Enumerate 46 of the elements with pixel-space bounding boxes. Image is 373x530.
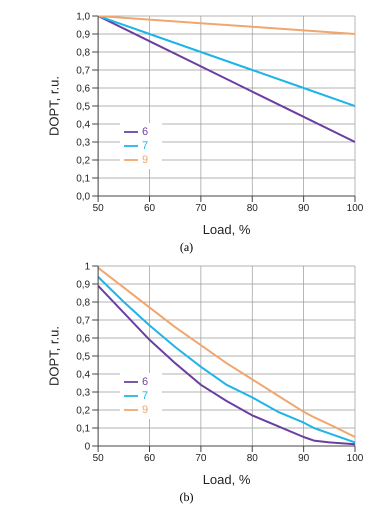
y-tick-label: 0,5 bbox=[76, 352, 91, 363]
text: (b) bbox=[178, 490, 194, 506]
x-tick-label: 70 bbox=[195, 203, 207, 214]
y-axis-title: DOPT, r.u. bbox=[46, 76, 62, 136]
legend-label: 9 bbox=[142, 404, 148, 416]
x-tick-label: 70 bbox=[195, 453, 207, 464]
y-tick-label: 0,8 bbox=[76, 298, 91, 309]
y-tick-label: 0,6 bbox=[76, 84, 91, 95]
x-tick-label: 100 bbox=[346, 453, 364, 464]
y-tick-label: 0,5 bbox=[76, 102, 91, 113]
x-tick-label: 80 bbox=[246, 203, 258, 214]
y-tick-label: 0,8 bbox=[76, 48, 91, 59]
y-tick-label: 0,9 bbox=[76, 30, 91, 41]
y-tick-label: 0,1 bbox=[76, 424, 91, 435]
x-tick-label: 100 bbox=[346, 203, 364, 214]
x-tick-label: 90 bbox=[298, 203, 310, 214]
legend-label: 7 bbox=[142, 390, 148, 402]
y-tick-label: 0,3 bbox=[76, 138, 91, 149]
y-tick-label: 0,7 bbox=[76, 66, 91, 77]
legend-label: 6 bbox=[142, 376, 148, 388]
x-tick-label: 60 bbox=[144, 453, 156, 464]
text: (a) bbox=[178, 240, 194, 256]
y-tick-label: 0,2 bbox=[76, 406, 91, 417]
y-tick-label: 0,7 bbox=[76, 316, 91, 327]
x-tick-label: 90 bbox=[298, 453, 310, 464]
y-tick-label: 1 bbox=[84, 262, 91, 273]
y-tick-label: 1,0 bbox=[76, 12, 91, 23]
y-tick-label: 0 bbox=[84, 442, 91, 453]
x-axis-title: Load, % bbox=[202, 472, 251, 487]
x-tick-label: 50 bbox=[92, 453, 104, 464]
y-tick-label: 0,0 bbox=[76, 192, 91, 203]
y-tick-label: 0,6 bbox=[76, 334, 91, 345]
y-axis-title: DOPT, r.u. bbox=[46, 326, 62, 386]
y-tick-label: 0,2 bbox=[76, 156, 91, 167]
y-tick-label: 0,4 bbox=[76, 370, 91, 381]
y-tick-label: 0,9 bbox=[76, 280, 91, 291]
x-axis-title: Load, % bbox=[202, 222, 251, 237]
x-tick-label: 50 bbox=[92, 203, 104, 214]
legend-label: 6 bbox=[142, 126, 148, 138]
y-tick-label: 0,1 bbox=[76, 174, 91, 185]
y-tick-label: 0,4 bbox=[76, 120, 91, 131]
y-tick-label: 0,3 bbox=[76, 388, 91, 399]
legend-label: 7 bbox=[142, 140, 148, 152]
x-tick-label: 60 bbox=[144, 203, 156, 214]
legend-label: 9 bbox=[142, 154, 148, 166]
x-tick-label: 80 bbox=[246, 453, 258, 464]
